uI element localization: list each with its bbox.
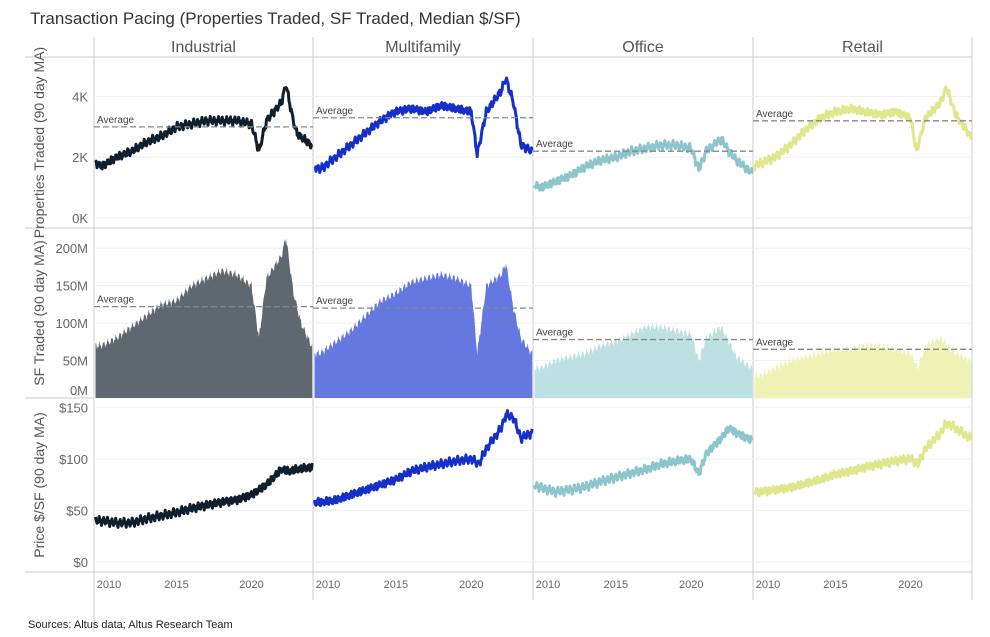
x-tick-label: 2015 <box>164 579 188 591</box>
area-retail <box>754 334 972 398</box>
line-office <box>533 424 754 498</box>
column-header-industrial: Industrial <box>171 39 236 56</box>
y-tick-label: 2K <box>72 150 88 165</box>
x-tick-label: 2020 <box>239 579 263 591</box>
average-label: Average <box>97 295 135 306</box>
average-label: Average <box>97 115 135 126</box>
line-industrial <box>94 462 314 529</box>
chart-title: Transaction Pacing (Properties Traded, S… <box>30 9 521 28</box>
y-tick-label: 150M <box>55 279 88 294</box>
average-label: Average <box>316 296 354 307</box>
line-multifamily <box>313 409 534 508</box>
line-retail <box>753 85 973 172</box>
x-tick-label: 2010 <box>316 579 340 591</box>
x-tick-label: 2020 <box>898 579 922 591</box>
y-axis-title: Properties Traded (90 day MA) <box>31 47 47 238</box>
average-label: Average <box>536 328 574 339</box>
area-office <box>534 322 753 398</box>
column-header-office: Office <box>622 39 664 56</box>
x-tick-label: 2015 <box>823 579 847 591</box>
x-tick-label: 2020 <box>459 579 483 591</box>
line-office <box>533 136 754 192</box>
area-multifamily <box>314 263 533 398</box>
x-tick-label: 2015 <box>384 579 408 591</box>
y-axis-title: SF Traded (90 day MA) <box>31 240 47 386</box>
column-header-retail: Retail <box>842 39 883 56</box>
y-tick-label: $100 <box>59 452 88 467</box>
x-tick-label: 2010 <box>536 579 560 591</box>
y-axis-title: Price $/SF (90 day MA) <box>31 412 47 558</box>
x-tick-label: 2020 <box>679 579 703 591</box>
x-tick-label: 2010 <box>756 579 780 591</box>
x-tick-label: 2010 <box>97 579 121 591</box>
area-industrial <box>95 238 313 398</box>
y-tick-label: 200M <box>55 241 88 256</box>
line-industrial <box>94 86 313 171</box>
line-multifamily <box>313 76 534 175</box>
y-tick-label: $0 <box>74 555 88 570</box>
line-retail <box>753 419 972 498</box>
x-tick-label: 2015 <box>604 579 628 591</box>
y-tick-label: 0K <box>72 211 88 226</box>
average-label: Average <box>756 337 794 348</box>
y-tick-label: $150 <box>59 400 88 415</box>
average-label: Average <box>756 109 794 120</box>
y-tick-label: 100M <box>55 316 88 331</box>
average-label: Average <box>316 106 354 117</box>
column-header-multifamily: Multifamily <box>385 39 461 56</box>
y-tick-label: 50M <box>63 354 88 369</box>
y-tick-label: 0M <box>70 383 88 398</box>
average-label: Average <box>536 139 574 150</box>
y-tick-label: 4K <box>72 89 88 104</box>
source-note: Sources: Altus data; Altus Research Team <box>28 619 233 631</box>
y-tick-label: $50 <box>66 503 88 518</box>
